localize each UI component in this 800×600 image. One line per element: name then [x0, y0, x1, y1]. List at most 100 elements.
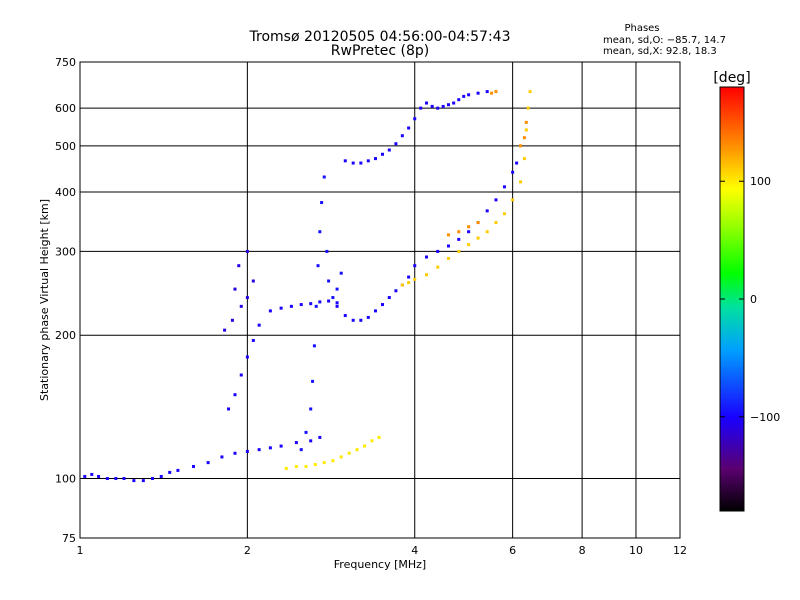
data-point — [279, 306, 283, 310]
data-point — [467, 93, 471, 97]
data-point — [176, 468, 180, 472]
colorbar-tick-label: 0 — [750, 293, 757, 306]
colorbar-tick-label: −100 — [750, 411, 780, 424]
data-point — [105, 477, 109, 481]
data-point — [318, 300, 322, 304]
data-point — [407, 275, 411, 279]
data-point — [122, 477, 126, 481]
data-point — [309, 302, 313, 306]
data-point — [370, 439, 374, 443]
data-point — [141, 479, 145, 483]
data-point — [159, 474, 163, 478]
data-point — [206, 461, 210, 465]
x-tick-label: 2 — [244, 544, 251, 557]
data-point — [441, 104, 445, 108]
data-point — [494, 90, 498, 94]
colorbar-label: [deg] — [713, 70, 750, 86]
data-point — [318, 230, 322, 234]
data-point — [309, 439, 313, 443]
data-point — [230, 318, 234, 322]
data-point — [511, 170, 515, 174]
data-point — [413, 117, 417, 121]
y-axis-label: Stationary phase Virtual Height [km] — [38, 199, 51, 401]
data-point — [467, 225, 471, 229]
data-point — [522, 136, 526, 140]
data-point — [97, 474, 101, 478]
data-point — [239, 373, 243, 377]
data-point — [289, 304, 293, 308]
data-point — [150, 477, 154, 481]
data-point — [522, 157, 526, 161]
data-point — [502, 212, 506, 216]
data-point — [446, 244, 450, 248]
data-point — [339, 271, 343, 275]
data-point — [294, 464, 298, 468]
y-tick-label: 200 — [55, 329, 76, 342]
data-point — [524, 128, 528, 132]
data-point — [327, 299, 331, 303]
data-point — [257, 448, 261, 452]
data-point — [268, 309, 272, 313]
data-point — [407, 281, 411, 285]
data-point — [168, 470, 172, 474]
data-point — [413, 277, 417, 281]
data-point — [339, 455, 343, 459]
data-point — [476, 91, 480, 95]
data-point — [245, 449, 249, 453]
data-point — [279, 444, 283, 448]
data-point — [299, 303, 303, 307]
data-point — [387, 148, 391, 152]
data-point — [524, 120, 528, 124]
data-point — [394, 289, 398, 293]
data-point — [268, 446, 272, 450]
y-tick-label: 600 — [55, 102, 76, 115]
data-point — [83, 474, 87, 478]
x-tick-label: 1 — [77, 544, 84, 557]
data-point — [320, 201, 324, 205]
chart-subtitle: RwPretec (8p) — [331, 43, 429, 59]
data-point — [347, 451, 351, 455]
data-point — [325, 249, 329, 253]
data-point — [419, 106, 423, 110]
data-point — [366, 315, 370, 319]
data-point — [227, 407, 231, 411]
data-point — [335, 304, 339, 308]
data-point — [380, 152, 384, 156]
data-point — [425, 101, 429, 105]
data-point — [299, 448, 303, 452]
x-tick-label: 6 — [509, 544, 516, 557]
data-point — [239, 304, 243, 308]
chart-title: Tromsø 20120505 04:56:00-04:57:43 — [249, 29, 511, 45]
data-point — [312, 344, 316, 348]
x-tick-label: 8 — [579, 544, 586, 557]
y-tick-label: 500 — [55, 140, 76, 153]
data-point — [526, 106, 530, 110]
data-point — [132, 479, 136, 483]
data-point — [191, 464, 195, 468]
data-point — [331, 296, 335, 300]
data-point — [485, 230, 489, 234]
data-point — [322, 175, 326, 179]
data-point — [351, 318, 355, 322]
data-point — [462, 94, 466, 98]
data-point — [316, 264, 320, 268]
data-point — [359, 161, 363, 165]
data-point — [233, 451, 237, 455]
data-point — [220, 455, 224, 459]
data-point — [114, 477, 118, 481]
y-tick-label: 75 — [62, 532, 76, 545]
colorbar-tick-label: 100 — [750, 175, 771, 188]
data-point — [436, 249, 440, 253]
data-point — [457, 237, 461, 241]
data-point — [467, 230, 471, 234]
data-point — [494, 198, 498, 202]
data-point — [430, 104, 434, 108]
data-point — [446, 103, 450, 107]
data-point — [251, 338, 255, 342]
data-point — [223, 328, 227, 332]
y-tick-label: 300 — [55, 245, 76, 258]
data-point — [425, 255, 429, 259]
data-point — [436, 265, 440, 269]
data-point — [343, 314, 347, 318]
data-point — [343, 159, 347, 163]
